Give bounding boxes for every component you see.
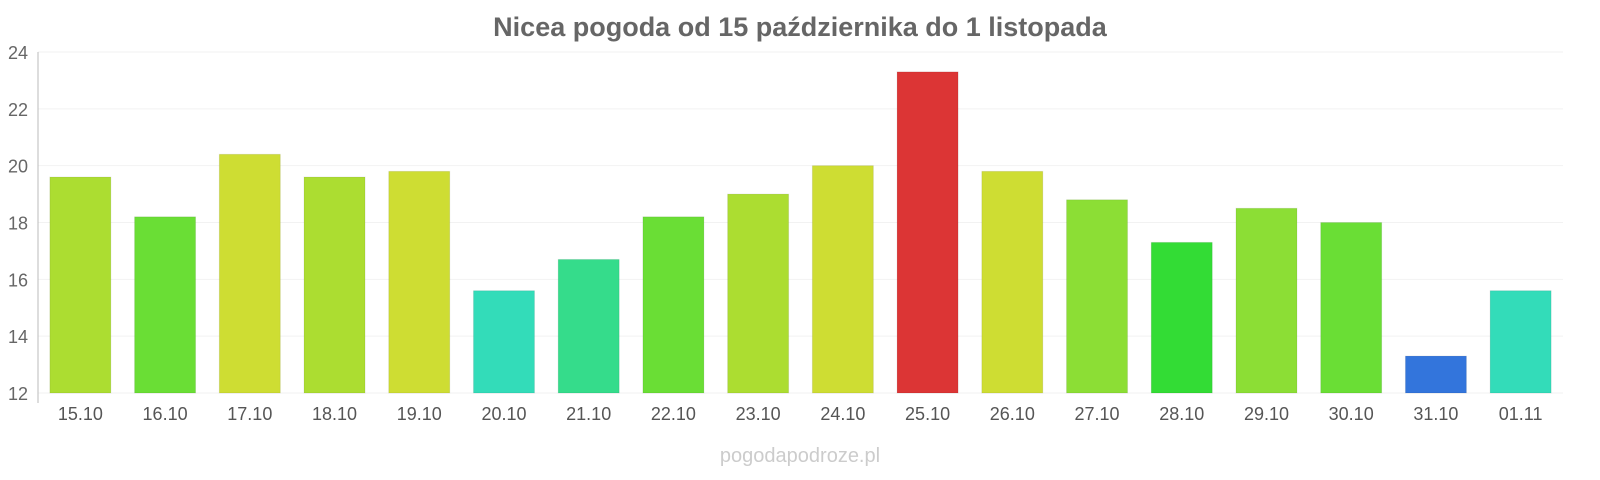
bar-19.10[interactable]	[388, 170, 451, 394]
x-tick-label: 26.10	[990, 404, 1035, 424]
x-tick-label: 15.10	[58, 404, 103, 424]
y-tick-label: 22	[8, 100, 28, 120]
bar-26.10[interactable]	[981, 170, 1044, 394]
x-tick-label: 01.11	[1499, 404, 1543, 424]
bar-31.10[interactable]	[1404, 355, 1467, 394]
bar-01.11[interactable]	[1489, 290, 1552, 394]
x-tick-label: 22.10	[651, 404, 696, 424]
bar-30.10[interactable]	[1320, 222, 1383, 394]
x-tick-label: 19.10	[397, 404, 442, 424]
x-tick-label: 20.10	[481, 404, 526, 424]
x-tick-label: 25.10	[905, 404, 950, 424]
bar-23.10[interactable]	[727, 193, 790, 394]
bar-22.10[interactable]	[642, 216, 705, 394]
x-tick-label: 23.10	[736, 404, 781, 424]
bar-28.10[interactable]	[1150, 241, 1213, 394]
x-tick-label: 17.10	[227, 404, 272, 424]
bar-16.10[interactable]	[134, 216, 197, 394]
x-tick-label: 16.10	[143, 404, 188, 424]
bar-21.10[interactable]	[557, 258, 620, 394]
y-tick-label: 16	[8, 270, 28, 290]
bar-27.10[interactable]	[1066, 199, 1129, 394]
y-tick-label: 12	[8, 384, 28, 404]
x-tick-label: 18.10	[312, 404, 357, 424]
bar-18.10[interactable]	[303, 176, 366, 394]
bar-24.10[interactable]	[811, 165, 874, 394]
x-tick-label: 21.10	[566, 404, 611, 424]
y-tick-label: 24	[8, 43, 28, 63]
footer-watermark: pogodapodroze.pl	[720, 445, 880, 467]
bar-29.10[interactable]	[1235, 207, 1298, 394]
y-tick-label: 14	[8, 327, 28, 347]
chart-title: Nicea pogoda od 15 października do 1 lis…	[493, 12, 1108, 42]
bar-17.10[interactable]	[218, 153, 281, 394]
x-tick-label: 30.10	[1329, 404, 1374, 424]
bar-25.10[interactable]	[896, 71, 959, 394]
x-tick-label: 29.10	[1244, 404, 1289, 424]
y-tick-label: 18	[8, 214, 28, 234]
x-tick-label: 28.10	[1159, 404, 1204, 424]
x-tick-label: 24.10	[820, 404, 865, 424]
y-tick-label: 20	[8, 157, 28, 177]
x-tick-label: 27.10	[1075, 404, 1120, 424]
x-tick-label: 31.10	[1413, 404, 1458, 424]
bar-20.10[interactable]	[472, 290, 535, 394]
bar-15.10[interactable]	[49, 176, 112, 394]
